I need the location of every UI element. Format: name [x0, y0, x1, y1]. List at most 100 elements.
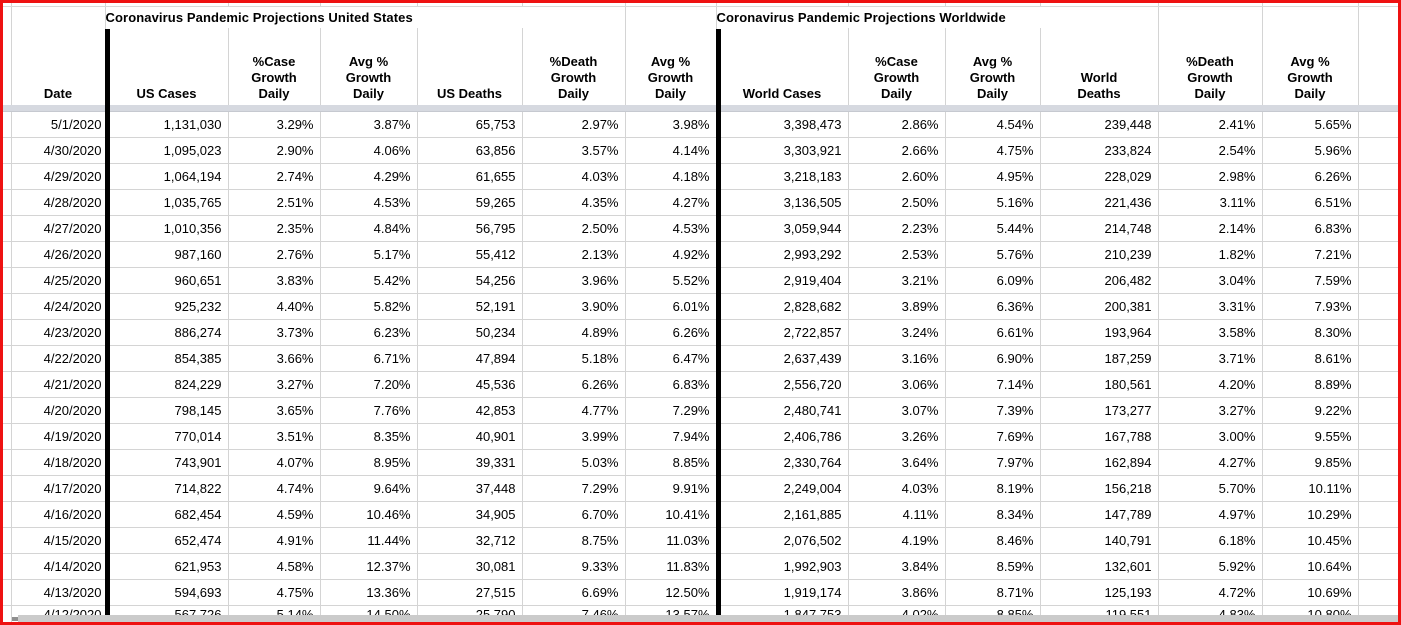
cell-world-deaths[interactable]: 167,788 — [1040, 423, 1159, 450]
cell[interactable] — [1358, 397, 1398, 424]
cell-us-avg-case-growth[interactable]: 3.87% — [320, 111, 418, 138]
cell-world-case-growth[interactable]: 2.86% — [848, 111, 946, 138]
cell-world-avg-death-growth[interactable]: 8.61% — [1262, 345, 1359, 372]
scrollbar-nub[interactable] — [12, 617, 19, 621]
cell-world-avg-death-growth[interactable]: 8.30% — [1262, 319, 1359, 346]
cell-world-cases[interactable]: 3,398,473 — [716, 111, 849, 138]
cell[interactable] — [1358, 553, 1398, 580]
horizontal-scrollbar[interactable] — [18, 615, 1398, 622]
cell-world-death-growth[interactable]: 3.04% — [1158, 267, 1263, 294]
cell-us-death-growth[interactable]: 3.99% — [522, 423, 626, 450]
cell-us-avg-death-growth[interactable]: 3.98% — [625, 111, 717, 138]
cell-world-avg-case-growth[interactable]: 7.39% — [945, 397, 1041, 424]
cell[interactable] — [3, 553, 12, 580]
cell-world-avg-case-growth[interactable]: 8.59% — [945, 553, 1041, 580]
cell-world-avg-case-growth[interactable]: 8.19% — [945, 475, 1041, 502]
cell-us-case-growth[interactable]: 4.59% — [228, 501, 321, 528]
cell-world-deaths[interactable]: 140,791 — [1040, 527, 1159, 554]
header-world-cases[interactable]: World Cases — [716, 28, 849, 105]
cell-world-case-growth[interactable]: 3.89% — [848, 293, 946, 320]
cell[interactable] — [3, 189, 12, 216]
cell-us-deaths[interactable]: 54,256 — [417, 267, 523, 294]
cell-us-case-growth[interactable]: 2.35% — [228, 215, 321, 242]
cell[interactable] — [3, 267, 12, 294]
cell-world-avg-death-growth[interactable]: 6.83% — [1262, 215, 1359, 242]
cell-us-death-growth[interactable]: 5.03% — [522, 449, 626, 476]
cell-world-avg-case-growth[interactable]: 4.54% — [945, 111, 1041, 138]
cell-us-cases[interactable]: 925,232 — [105, 293, 229, 320]
cell-us-case-growth[interactable]: 4.91% — [228, 527, 321, 554]
cell-us-death-growth[interactable]: 6.70% — [522, 501, 626, 528]
cell[interactable] — [1358, 345, 1398, 372]
cell-us-case-growth[interactable]: 4.58% — [228, 553, 321, 580]
cell-world-death-growth[interactable]: 3.27% — [1158, 397, 1263, 424]
cell-world-avg-death-growth[interactable]: 8.89% — [1262, 371, 1359, 398]
cell-world-avg-case-growth[interactable]: 7.14% — [945, 371, 1041, 398]
cell-us-deaths[interactable]: 56,795 — [417, 215, 523, 242]
cell-us-cases[interactable]: 770,014 — [105, 423, 229, 450]
cell-world-deaths[interactable]: 187,259 — [1040, 345, 1159, 372]
cell[interactable] — [1358, 527, 1398, 554]
cell-us-cases[interactable]: 854,385 — [105, 345, 229, 372]
cell-world-avg-death-growth[interactable]: 9.22% — [1262, 397, 1359, 424]
cell[interactable] — [1358, 371, 1398, 398]
cell[interactable] — [1358, 267, 1398, 294]
cell[interactable] — [3, 423, 12, 450]
cell-us-avg-case-growth[interactable]: 13.36% — [320, 579, 418, 606]
cell-us-case-growth[interactable]: 2.76% — [228, 241, 321, 268]
cell-world-avg-death-growth[interactable]: 9.85% — [1262, 449, 1359, 476]
cell[interactable] — [11, 6, 106, 28]
cell-us-case-growth[interactable]: 3.51% — [228, 423, 321, 450]
cell[interactable] — [3, 241, 12, 268]
cell[interactable] — [1358, 28, 1398, 105]
cell-world-avg-case-growth[interactable]: 5.44% — [945, 215, 1041, 242]
cell[interactable] — [1358, 163, 1398, 190]
cell[interactable] — [3, 475, 12, 502]
cell-world-cases[interactable]: 2,637,439 — [716, 345, 849, 372]
cell-us-avg-death-growth[interactable]: 6.47% — [625, 345, 717, 372]
cell[interactable] — [3, 605, 12, 622]
cell-us-case-growth[interactable]: 4.40% — [228, 293, 321, 320]
cell-us-deaths[interactable]: 50,234 — [417, 319, 523, 346]
cell-us-cases[interactable]: 682,454 — [105, 501, 229, 528]
cell-us-death-growth[interactable]: 3.96% — [522, 267, 626, 294]
cell-world-cases[interactable]: 2,406,786 — [716, 423, 849, 450]
cell-world-death-growth[interactable]: 1.82% — [1158, 241, 1263, 268]
cell-us-case-growth[interactable]: 3.27% — [228, 371, 321, 398]
cell-date[interactable]: 4/27/2020 — [11, 215, 106, 242]
cell-world-death-growth[interactable]: 2.14% — [1158, 215, 1263, 242]
cell-world-deaths[interactable]: 206,482 — [1040, 267, 1159, 294]
cell-world-cases[interactable]: 2,076,502 — [716, 527, 849, 554]
cell-us-avg-death-growth[interactable]: 12.50% — [625, 579, 717, 606]
cell-world-deaths[interactable]: 221,436 — [1040, 189, 1159, 216]
cell-us-cases[interactable]: 714,822 — [105, 475, 229, 502]
cell[interactable] — [1358, 6, 1398, 28]
cell-date[interactable]: 4/19/2020 — [11, 423, 106, 450]
cell-us-cases[interactable]: 1,010,356 — [105, 215, 229, 242]
cell-us-cases[interactable]: 960,651 — [105, 267, 229, 294]
cell-world-deaths[interactable]: 162,894 — [1040, 449, 1159, 476]
cell-us-cases[interactable]: 987,160 — [105, 241, 229, 268]
cell-world-deaths[interactable]: 233,824 — [1040, 137, 1159, 164]
cell[interactable] — [1358, 137, 1398, 164]
cell-world-avg-case-growth[interactable]: 4.95% — [945, 163, 1041, 190]
header-date[interactable]: Date — [11, 28, 106, 105]
cell[interactable] — [1358, 319, 1398, 346]
cell-us-death-growth[interactable]: 7.29% — [522, 475, 626, 502]
cell-us-death-growth[interactable]: 3.90% — [522, 293, 626, 320]
cell-us-cases[interactable]: 743,901 — [105, 449, 229, 476]
cell[interactable] — [1358, 423, 1398, 450]
cell-us-cases[interactable]: 798,145 — [105, 397, 229, 424]
cell-us-avg-death-growth[interactable]: 7.94% — [625, 423, 717, 450]
us-table-title[interactable]: Coronavirus Pandemic Projections United … — [105, 6, 626, 28]
cell[interactable] — [1358, 293, 1398, 320]
cell-us-cases[interactable]: 652,474 — [105, 527, 229, 554]
header-us-avg-death-growth[interactable]: Avg % Growth Daily — [625, 28, 717, 105]
cell-date[interactable]: 4/18/2020 — [11, 449, 106, 476]
cell[interactable] — [3, 163, 12, 190]
cell-world-case-growth[interactable]: 2.66% — [848, 137, 946, 164]
cell-us-avg-case-growth[interactable]: 5.17% — [320, 241, 418, 268]
cell-world-cases[interactable]: 2,556,720 — [716, 371, 849, 398]
cell[interactable] — [1358, 475, 1398, 502]
cell-us-deaths[interactable]: 61,655 — [417, 163, 523, 190]
